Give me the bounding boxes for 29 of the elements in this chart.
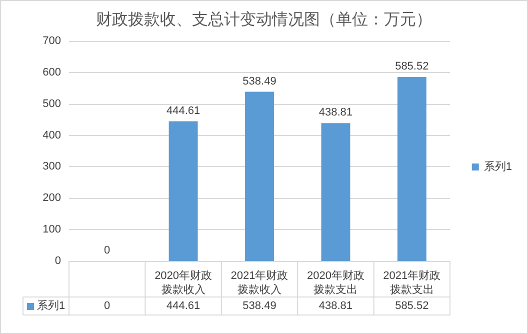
x-tick-label: 2020年财政拨款收入 [154, 269, 212, 296]
text: 系列1 [37, 300, 66, 312]
y-tick-label: 700 [42, 35, 61, 47]
text: 444.61 [166, 104, 200, 117]
y-tick-label: 300 [42, 160, 61, 173]
text: 585.52 [395, 60, 429, 72]
data-label: 538.49 [242, 300, 276, 312]
x-tick-label: 2020年财政拨款支出 [306, 269, 364, 296]
data-label: 0 [104, 300, 110, 312]
bar [321, 123, 350, 261]
bar [168, 121, 198, 261]
text: 438.81 [318, 106, 353, 119]
bar [245, 92, 274, 261]
y-tick-label: 100 [42, 224, 61, 236]
data-label: 438.81 [318, 300, 353, 312]
chart-title: 财政拨款收、支总计变动情况图（单位：万元） [96, 10, 432, 28]
y-tick-label: 500 [42, 98, 61, 110]
data-label: 444.61 [166, 300, 200, 312]
y-tick-label: 0 [54, 255, 61, 267]
text: 0 [104, 244, 110, 256]
y-tick-label: 600 [42, 66, 61, 78]
x-tick-label: 2021年财政拨款收入 [230, 269, 288, 296]
y-tick-label: 400 [42, 129, 61, 142]
x-tick-label: 2021年财政拨款支出 [383, 269, 441, 296]
legend-label: 系列1 [484, 160, 512, 173]
y-tick-label: 200 [42, 192, 61, 204]
data-label: 585.52 [395, 300, 429, 312]
text: 538.49 [242, 75, 276, 88]
bar [397, 76, 426, 261]
